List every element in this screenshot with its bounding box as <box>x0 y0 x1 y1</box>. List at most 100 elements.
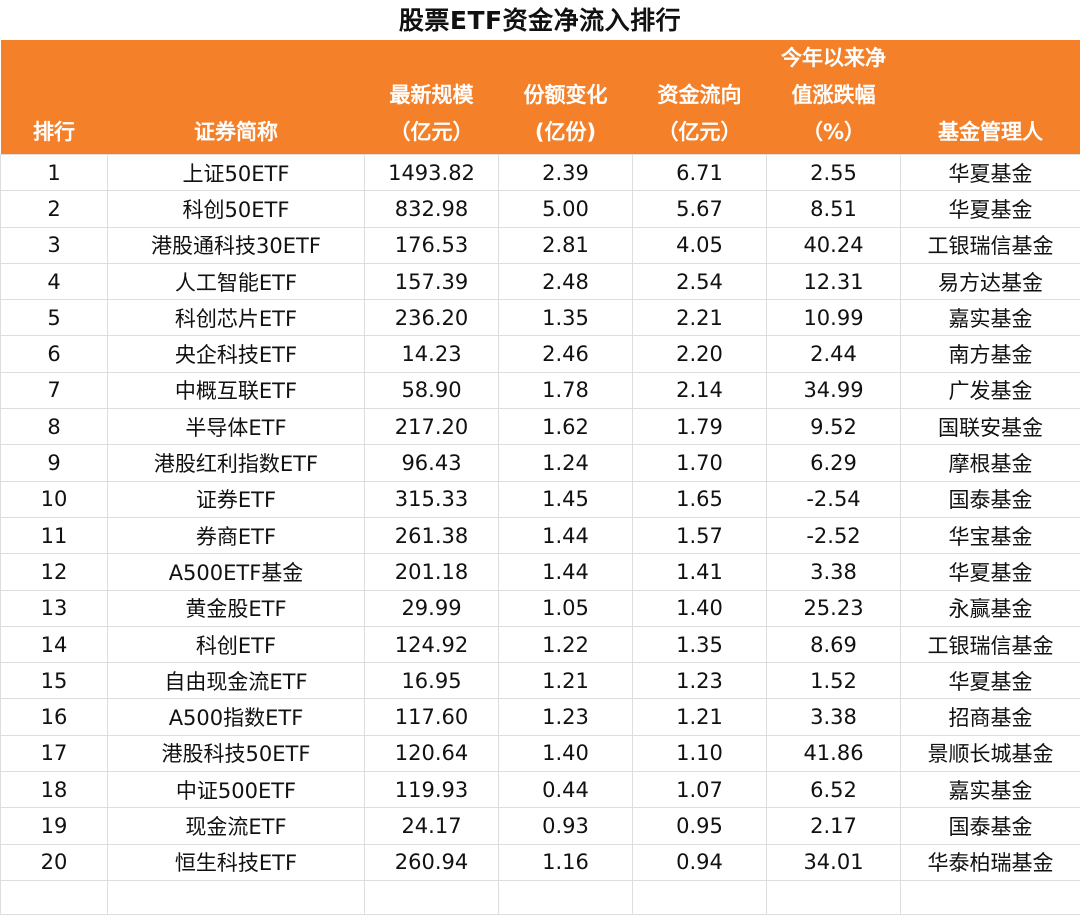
fund-manager-cell: 工银瑞信基金 <box>901 626 1080 662</box>
fund-manager-cell: 华夏基金 <box>901 155 1080 191</box>
ytd-return-cell: 2.55 <box>767 155 901 191</box>
fund-manager-cell: 广发基金 <box>901 372 1080 408</box>
header-ytd-unit: （%） <box>769 114 899 151</box>
ytd-return-cell: 1.52 <box>767 663 901 699</box>
ytd-return-cell: 2.44 <box>767 336 901 372</box>
ytd-return-cell: -2.54 <box>767 481 901 517</box>
security-name-cell: A500指数ETF <box>108 699 365 735</box>
ytd-return-cell: 8.69 <box>767 626 901 662</box>
security-name-cell: 中概互联ETF <box>108 372 365 408</box>
share-change-cell: 1.45 <box>499 481 633 517</box>
ytd-return-cell: 6.52 <box>767 772 901 808</box>
security-name-cell: 科创50ETF <box>108 191 365 227</box>
fund-manager-cell: 南方基金 <box>901 336 1080 372</box>
fund-manager-cell: 国泰基金 <box>901 808 1080 844</box>
rank-cell: 11 <box>1 517 108 553</box>
ytd-return-cell: 3.38 <box>767 699 901 735</box>
ytd-return-cell: 2.17 <box>767 808 901 844</box>
header-flow: 资金流向 （亿元） <box>633 40 767 155</box>
fund-flow-cell: 1.57 <box>633 517 767 553</box>
rank-cell: 1 <box>1 155 108 191</box>
rank-cell: 2 <box>1 191 108 227</box>
blank-row <box>1 880 1080 914</box>
fund-manager-cell: 华夏基金 <box>901 663 1080 699</box>
header-manager: 基金管理人 <box>901 40 1080 155</box>
header-rank-line: 排行 <box>3 114 106 151</box>
ytd-return-cell: 3.38 <box>767 554 901 590</box>
ytd-return-cell: 40.24 <box>767 227 901 263</box>
fund-flow-cell: 1.41 <box>633 554 767 590</box>
header-share-change-unit: (亿份) <box>501 114 631 151</box>
security-name-cell: 科创ETF <box>108 626 365 662</box>
ytd-return-cell: 9.52 <box>767 409 901 445</box>
fund-manager-cell: 国联安基金 <box>901 409 1080 445</box>
security-name-cell: 恒生科技ETF <box>108 844 365 880</box>
scale-cell: 315.33 <box>365 481 499 517</box>
rank-cell: 19 <box>1 808 108 844</box>
fund-manager-cell: 华夏基金 <box>901 191 1080 227</box>
share-change-cell: 2.48 <box>499 263 633 299</box>
share-change-cell: 1.44 <box>499 554 633 590</box>
ytd-return-cell: -2.52 <box>767 517 901 553</box>
fund-flow-cell: 5.67 <box>633 191 767 227</box>
scale-cell: 1493.82 <box>365 155 499 191</box>
header-share-change: 份额变化 (亿份) <box>499 40 633 155</box>
header-flow-unit: （亿元） <box>635 114 765 151</box>
fund-flow-cell: 2.54 <box>633 263 767 299</box>
rank-cell: 20 <box>1 844 108 880</box>
share-change-cell: 1.35 <box>499 300 633 336</box>
scale-cell: 260.94 <box>365 844 499 880</box>
fund-flow-cell: 1.21 <box>633 699 767 735</box>
header-ytd-line-2: 值涨跌幅 <box>769 77 899 114</box>
scale-cell: 24.17 <box>365 808 499 844</box>
scale-cell: 14.23 <box>365 336 499 372</box>
security-name-cell: 港股科技50ETF <box>108 735 365 771</box>
fund-manager-cell: 华泰柏瑞基金 <box>901 844 1080 880</box>
fund-flow-cell: 1.35 <box>633 626 767 662</box>
fund-flow-cell: 1.23 <box>633 663 767 699</box>
fund-flow-cell: 1.79 <box>633 409 767 445</box>
header-manager-line: 基金管理人 <box>903 114 1079 151</box>
blank-cell <box>108 880 365 914</box>
fund-flow-cell: 4.05 <box>633 227 767 263</box>
fund-manager-cell: 招商基金 <box>901 699 1080 735</box>
header-scale-unit: （亿元） <box>367 114 497 151</box>
security-name-cell: A500ETF基金 <box>108 554 365 590</box>
fund-flow-cell: 2.14 <box>633 372 767 408</box>
share-change-cell: 1.21 <box>499 663 633 699</box>
rank-cell: 12 <box>1 554 108 590</box>
fund-flow-cell: 0.94 <box>633 844 767 880</box>
header-ytd-line-1: 今年以来净 <box>769 40 899 77</box>
fund-flow-cell: 1.07 <box>633 772 767 808</box>
blank-cell <box>1 880 108 914</box>
rank-cell: 4 <box>1 263 108 299</box>
blank-cell <box>633 880 767 914</box>
rank-cell: 10 <box>1 481 108 517</box>
rank-cell: 6 <box>1 336 108 372</box>
header-flow-line: 资金流向 <box>635 77 765 114</box>
share-change-cell: 1.22 <box>499 626 633 662</box>
share-change-cell: 0.44 <box>499 772 633 808</box>
rank-cell: 16 <box>1 699 108 735</box>
scale-cell: 117.60 <box>365 699 499 735</box>
share-change-cell: 2.81 <box>499 227 633 263</box>
header-row: 排行 证券简称 最新规模 （亿元） 份额变化 (亿份) 资金流向 （亿元） <box>1 40 1080 155</box>
header-name-line: 证券简称 <box>110 114 363 151</box>
fund-manager-cell: 工银瑞信基金 <box>901 227 1080 263</box>
share-change-cell: 0.93 <box>499 808 633 844</box>
scale-cell: 120.64 <box>365 735 499 771</box>
